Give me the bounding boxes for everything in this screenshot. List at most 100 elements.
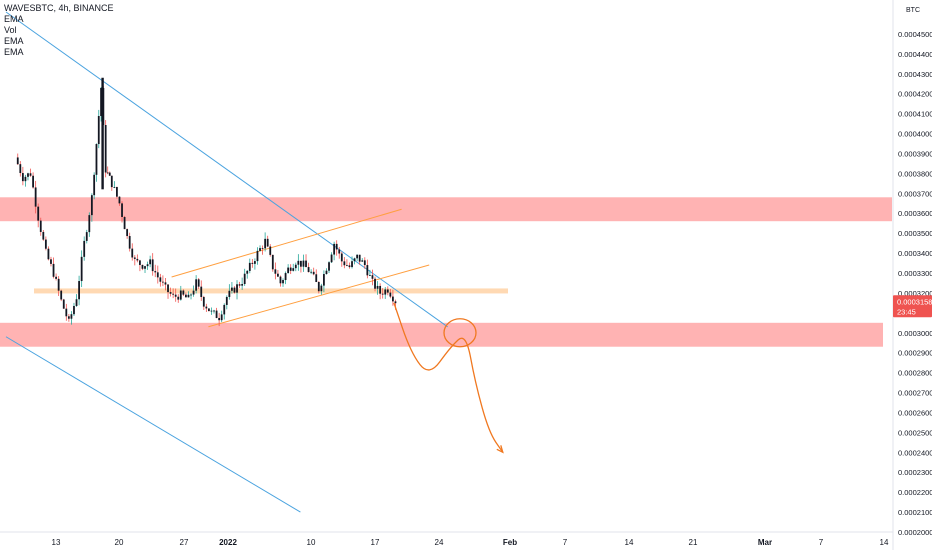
candle-body — [144, 266, 146, 269]
candle-body — [346, 265, 348, 267]
x-tick-label: 27 — [180, 538, 189, 547]
candle-body — [16, 157, 19, 165]
candle-body — [34, 187, 37, 207]
y-tick-label: 0.0003900 — [898, 149, 932, 158]
candle-body — [104, 125, 107, 173]
candle-body — [389, 292, 392, 297]
candle-body — [231, 287, 233, 291]
y-tick-label: 0.0002700 — [898, 389, 932, 398]
candle-body — [167, 284, 169, 293]
candle-body — [340, 253, 343, 262]
candle-body — [154, 271, 157, 273]
candle-body — [279, 276, 282, 284]
candle-body — [251, 262, 254, 264]
projection-path — [393, 302, 504, 453]
candle-body — [21, 173, 24, 182]
candle-body — [215, 310, 218, 318]
candle-body — [315, 274, 318, 282]
x-tick-label: 2022 — [219, 538, 237, 547]
candle-body — [78, 281, 80, 300]
candle-body — [328, 262, 330, 271]
candle-body — [32, 175, 34, 188]
channel-upper-line — [171, 208, 402, 278]
candle-body — [151, 259, 154, 272]
candle-body — [123, 216, 126, 230]
projection-arrowhead — [496, 445, 504, 454]
candle-body — [213, 310, 215, 312]
symbol-label[interactable]: WAVESBTC, 4h, BINANCE — [4, 3, 114, 13]
candle-body — [185, 294, 187, 298]
y-tick-label: 0.0004100 — [898, 110, 932, 119]
indicator-ema-2[interactable]: EMA — [4, 36, 24, 46]
descending-trendline — [5, 11, 448, 328]
candle-body — [67, 316, 70, 319]
y-tick-label: 0.0002000 — [898, 528, 932, 537]
candle-body — [261, 248, 264, 249]
candle-body — [174, 294, 177, 297]
x-tick-label: 24 — [435, 538, 444, 547]
x-tick-label: 20 — [115, 538, 124, 547]
candle-body — [384, 289, 387, 295]
candle-body — [126, 229, 129, 237]
candle-body — [95, 144, 98, 175]
last-price-tag — [893, 295, 932, 318]
candle-body — [254, 261, 256, 264]
candle-body — [55, 276, 57, 279]
candle-body — [192, 290, 195, 295]
y-tick-label: 0.0003200 — [898, 289, 932, 298]
channel-lower-line — [208, 264, 430, 328]
candle-body — [307, 267, 310, 273]
candle-body — [131, 248, 134, 258]
candle-body — [70, 314, 73, 319]
x-tick-label: 14 — [625, 538, 634, 547]
y-tick-label: 0.0002900 — [898, 349, 932, 358]
y-tick-label: 0.0002500 — [898, 428, 932, 437]
candle-body — [195, 279, 198, 291]
candle-body — [371, 275, 374, 279]
y-tick-label: 0.0002300 — [898, 468, 932, 477]
y-tick-label: 0.0004000 — [898, 130, 932, 139]
last-price-label: 0.0003158 — [897, 297, 932, 306]
candle-body — [136, 258, 139, 261]
candle-body — [348, 265, 351, 268]
y-tick-label: 0.0003000 — [898, 329, 932, 338]
candle-body — [271, 254, 274, 270]
y-tick-label: 0.0003800 — [898, 169, 932, 178]
candle-body — [302, 260, 305, 267]
candle-body — [88, 215, 91, 233]
indicator-ema-1[interactable]: EMA — [4, 14, 24, 24]
candle-body — [116, 187, 118, 197]
candle-body — [223, 304, 226, 315]
candle-body — [37, 206, 40, 221]
candle-body — [317, 281, 320, 292]
candle-body — [197, 279, 200, 287]
candle-body — [106, 172, 109, 174]
candle-body — [73, 305, 75, 315]
candle-body — [282, 280, 284, 284]
candle-body — [333, 243, 336, 255]
candle-body — [256, 250, 259, 262]
candle-body — [42, 231, 45, 240]
candle-body — [305, 260, 307, 268]
candle-body — [312, 271, 315, 275]
candle-body — [274, 269, 277, 274]
indicator-ema-3[interactable]: EMA — [4, 47, 24, 57]
candle-body — [182, 290, 185, 295]
candle-body — [363, 260, 366, 266]
candle-body — [65, 308, 68, 317]
indicator-vol[interactable]: Vol — [4, 25, 17, 35]
countdown-label: 23:45 — [897, 307, 916, 316]
x-tick-label: 7 — [819, 538, 824, 547]
y-tick-label: 0.0003500 — [898, 229, 932, 238]
candle-body — [386, 289, 389, 293]
candle-body — [19, 164, 22, 174]
candle-body — [202, 296, 205, 307]
candle-body — [374, 278, 376, 289]
candle-body — [57, 278, 60, 291]
candle-body — [353, 258, 356, 262]
candle-body — [358, 254, 361, 262]
y-tick-label: 0.0003400 — [898, 249, 932, 258]
candle-body — [351, 261, 353, 268]
